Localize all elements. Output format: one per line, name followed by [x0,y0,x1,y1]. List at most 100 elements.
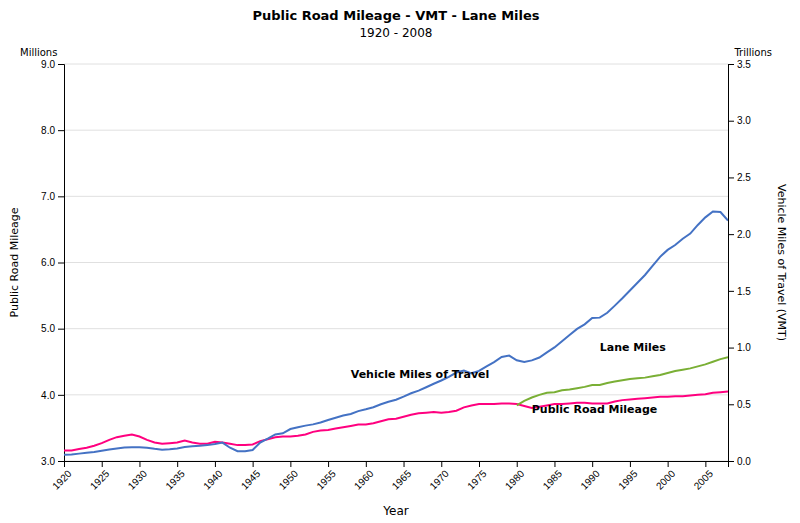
grid-line [64,64,728,65]
x-tick-mark [441,461,442,467]
x-tick-mark [177,461,178,467]
x-tick-label: 1955 [314,468,338,492]
annotation: Public Road Mileage [532,403,658,416]
y-tick-mark [58,64,64,65]
x-tick: 1955 [314,461,338,492]
y-tick-label: 5.0 [41,323,55,334]
x-tick-mark [554,461,555,467]
y-axis-line [58,65,65,462]
x-tick-mark [404,461,405,467]
x-tick-mark [517,461,518,467]
x-tick: 1980 [503,461,527,492]
y2-tick-label: 2.0 [737,229,751,240]
chart: 1920 1925 1930 1935 1940 1945 1950 1955 1960 1965… [0,0,800,523]
x-tick: 1935 [163,461,187,492]
x-tick-label: 1985 [541,468,565,492]
x-tick-mark [630,461,631,467]
x-tick: 1925 [88,461,112,492]
x-tick: 1975 [465,461,489,492]
x-tick-label: 1935 [163,468,187,492]
y2-tick: 1.0 [728,342,751,353]
x-axis-title: Year [382,504,408,518]
grid-line [64,394,728,395]
plot: 1920 1925 1930 1935 1940 1945 1950 1955 1960 1965… [8,8,788,518]
x-tick-label: 1930 [126,468,150,492]
x-tick-label: 2005 [692,468,716,492]
x-tick-label: 1995 [616,468,640,492]
x-tick: 1950 [277,461,301,492]
x-tick-mark [479,461,480,467]
x-tick-label: 1960 [352,468,376,492]
x-tick-label: 1980 [503,468,527,492]
y2-tick-mark [728,291,734,292]
y2-tick: 3.0 [728,115,751,126]
y2-tick-mark [728,121,734,122]
y2-tick: 2.5 [728,172,751,183]
subtitle: 1920 - 2008 [359,26,432,40]
x-tick-label: 1940 [201,468,225,492]
y2-axis-title: Vehicle Miles of Travel (VMT) [775,184,788,341]
x-tick-mark [668,461,669,467]
x-tick-mark [102,461,103,467]
y2-tick: 3.5 [728,59,751,70]
x-tick-mark [366,461,367,467]
x-tick-mark [215,461,216,467]
grid [64,64,728,461]
y-tick: 9.0 [41,59,64,70]
grid-line [64,196,728,197]
x-tick-label: 1945 [239,468,263,492]
y2-tick: 0.5 [728,399,751,410]
x-tick: 1990 [578,461,602,492]
annotations: Public Road MileageVehicle Miles of Trav… [351,341,667,416]
x-tick: 2000 [654,461,678,492]
y-axis-title: Public Road Mileage [8,207,21,317]
y2-tick-label: 3.0 [737,115,751,126]
x-tick-label: 1920 [50,468,74,492]
x-tick-label: 2000 [654,468,678,492]
series-line [517,357,728,405]
y-tick-label: 8.0 [41,125,55,136]
x-tick: 1965 [390,461,414,492]
y2-tick-label: 1.0 [737,342,751,353]
y-tick: 5.0 [41,323,64,334]
x-tick: 1940 [201,461,225,492]
y-tick: 4.0 [41,390,64,401]
grid-line [64,130,728,131]
y-tick-label: 3.0 [41,456,55,467]
x-tick-mark [705,461,706,467]
y-tick-label: 4.0 [41,390,55,401]
y-tick-mark [58,395,64,396]
y-tick-label: 7.0 [41,191,55,202]
x-tick-label: 1975 [465,468,489,492]
y2-tick-label: 0.0 [737,456,751,467]
y2-tick-mark [728,64,734,65]
x-tick: 1930 [126,461,150,492]
y2-tick-mark [728,177,734,178]
x-tick-mark [253,461,254,467]
y2-tick-label: 0.5 [737,399,751,410]
x-tick-label: 1965 [390,468,414,492]
x-tick-mark [139,461,140,467]
y2-tick-label: 1.5 [737,286,751,297]
y-axis: 3.0 4.0 5.0 6.0 7.0 8.0 9.0 [41,59,64,467]
y2-tick: 0.0 [728,456,751,467]
y2-tick: 1.5 [728,286,751,297]
y2-tick: 2.0 [728,229,751,240]
series-line [64,211,728,454]
x-tick-label: 1925 [88,468,112,492]
y-tick-mark [58,329,64,330]
y2-tick-mark [728,461,734,462]
y-tick-mark [58,461,64,462]
grid-line [64,328,728,329]
x-tick: 1945 [239,461,263,492]
x-tick: 1970 [427,461,451,492]
x-tick: 1985 [541,461,565,492]
x-axis-line [65,462,729,468]
y-tick: 6.0 [41,257,64,268]
x-tick: 1960 [352,461,376,492]
x-axis: 1920 1925 1930 1935 1940 1945 1950 1955 1960 1965… [50,461,728,492]
y2-unit: Trillions [733,47,772,58]
y-tick: 7.0 [41,191,64,202]
y2-axis: 0.0 0.5 1.0 1.5 2.0 2.5 3.0 3.5 [728,59,751,467]
y-unit: Millions [20,47,57,58]
